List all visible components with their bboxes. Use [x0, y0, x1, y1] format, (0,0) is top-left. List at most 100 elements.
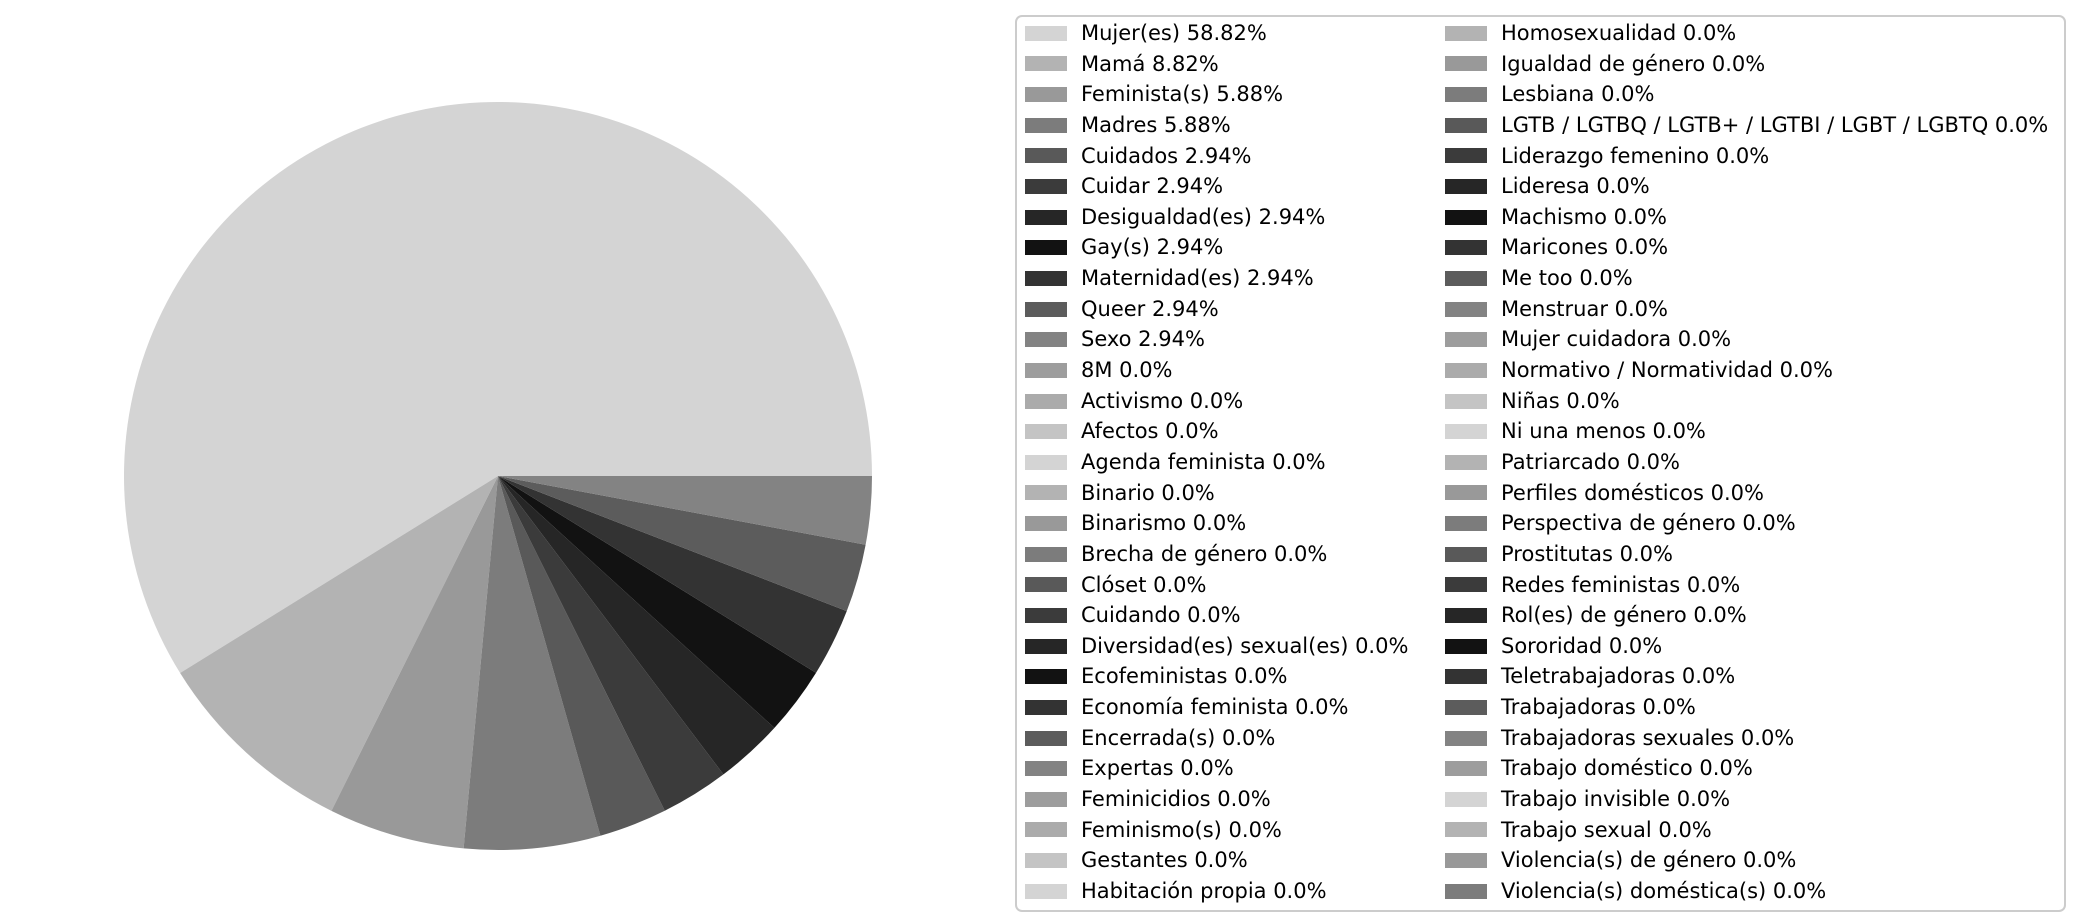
- pie-wedge: [498, 476, 665, 836]
- legend-swatch: [1025, 424, 1067, 440]
- legend-label: Machismo 0.0%: [1501, 204, 1667, 229]
- legend-label: Brecha de género 0.0%: [1081, 541, 1328, 566]
- legend-item: Igualdad de género 0.0%: [1445, 49, 2048, 80]
- pie-wedge: [498, 476, 866, 612]
- pie-wedge: [498, 476, 775, 775]
- legend-swatch: [1025, 25, 1067, 41]
- legend-swatch: [1445, 546, 1487, 562]
- legend-swatch: [1445, 485, 1487, 501]
- legend-item: Binarismo 0.0%: [1025, 508, 1408, 539]
- legend-item: Normativo / Normatividad 0.0%: [1445, 355, 2048, 386]
- legend-item: Habitación propia 0.0%: [1025, 876, 1408, 907]
- legend-swatch: [1445, 270, 1487, 286]
- legend-label: Trabajadoras 0.0%: [1501, 695, 1696, 720]
- legend-swatch: [1025, 56, 1067, 72]
- legend-label: Homosexualidad 0.0%: [1501, 21, 1737, 45]
- legend-item: Ecofeministas 0.0%: [1025, 661, 1408, 692]
- legend-label: Lesbiana 0.0%: [1501, 82, 1655, 107]
- legend-label: Mujer(es) 58.82%: [1081, 21, 1267, 45]
- legend-swatch: [1445, 56, 1487, 72]
- legend-label: Patriarcado 0.0%: [1501, 449, 1680, 474]
- legend-label: Afectos 0.0%: [1081, 419, 1219, 444]
- legend-item: Activismo 0.0%: [1025, 386, 1408, 417]
- legend-swatch: [1445, 577, 1487, 593]
- legend-swatch: [1445, 699, 1487, 715]
- legend-item: Cuidando 0.0%: [1025, 600, 1408, 631]
- legend-swatch: [1025, 117, 1067, 133]
- legend-label: Diversidad(es) sexual(es) 0.0%: [1081, 633, 1409, 658]
- legend-label: LGTB / LGTBQ / LGTB+ / LGTBI / LGBT / LG…: [1501, 112, 2049, 137]
- legend-label: Normativo / Normatividad 0.0%: [1501, 358, 1833, 383]
- legend-swatch: [1025, 362, 1067, 378]
- legend-swatch: [1445, 516, 1487, 532]
- legend-label: Feminicidios 0.0%: [1081, 787, 1271, 812]
- legend: Mujer(es) 58.82% Mamá 8.82% Feminista(s) 5…: [1015, 15, 2066, 912]
- legend-item: Madres 5.88%: [1025, 110, 1408, 141]
- legend-item: Machismo 0.0%: [1445, 202, 2048, 233]
- legend-item: Trabajo invisible 0.0%: [1445, 784, 2048, 815]
- legend-swatch: [1025, 209, 1067, 225]
- legend-label: Cuidados 2.94%: [1081, 143, 1252, 168]
- legend-label: Activismo 0.0%: [1081, 388, 1244, 413]
- legend-label: Desigualdad(es) 2.94%: [1081, 204, 1326, 229]
- legend-label: Cuidando 0.0%: [1081, 603, 1241, 628]
- legend-swatch: [1025, 638, 1067, 654]
- legend-item: Sororidad 0.0%: [1445, 631, 2048, 662]
- legend-item: Liderazgo femenino 0.0%: [1445, 141, 2048, 172]
- legend-swatch: [1445, 209, 1487, 225]
- legend-label: Trabajadoras sexuales 0.0%: [1501, 725, 1795, 750]
- legend-item: Trabajadoras sexuales 0.0%: [1445, 723, 2048, 754]
- legend-swatch: [1445, 424, 1487, 440]
- legend-swatch: [1025, 577, 1067, 593]
- legend-item: Teletrabajadoras 0.0%: [1445, 661, 2048, 692]
- legend-swatch: [1445, 148, 1487, 164]
- legend-label: Violencia(s) de género 0.0%: [1501, 848, 1797, 873]
- legend-label: Igualdad de género 0.0%: [1501, 51, 1766, 76]
- legend-swatch: [1025, 546, 1067, 562]
- legend-item: Brecha de género 0.0%: [1025, 539, 1408, 570]
- legend-item: Afectos 0.0%: [1025, 416, 1408, 447]
- legend-item: Trabajadoras 0.0%: [1445, 692, 2048, 723]
- legend-item: Prostitutas 0.0%: [1445, 539, 2048, 570]
- legend-label: Mujer cuidadora 0.0%: [1501, 327, 1732, 352]
- legend-swatch: [1025, 148, 1067, 164]
- legend-label: 8M 0.0%: [1081, 358, 1173, 383]
- legend-swatch: [1025, 853, 1067, 869]
- legend-label: Encerrada(s) 0.0%: [1081, 725, 1276, 750]
- legend-swatch: [1445, 761, 1487, 777]
- legend-swatch: [1025, 791, 1067, 807]
- legend-item: Redes feministas 0.0%: [1445, 570, 2048, 601]
- legend-swatch: [1025, 454, 1067, 470]
- legend-label: Expertas 0.0%: [1081, 756, 1234, 781]
- legend-label: Gestantes 0.0%: [1081, 848, 1248, 873]
- legend-label: Mamá 8.82%: [1081, 51, 1219, 76]
- legend-swatch: [1025, 607, 1067, 623]
- legend-item: Mamá 8.82%: [1025, 49, 1408, 80]
- legend-label: Clóset 0.0%: [1081, 572, 1207, 597]
- pie-wedge: [498, 476, 816, 728]
- legend-label: Habitación propia 0.0%: [1081, 878, 1327, 903]
- legend-swatch: [1025, 761, 1067, 777]
- legend-item: Rol(es) de género 0.0%: [1445, 600, 2048, 631]
- legend-swatch: [1445, 730, 1487, 746]
- legend-item: Cuidados 2.94%: [1025, 141, 1408, 172]
- legend-item: Lideresa 0.0%: [1445, 171, 2048, 202]
- legend-label: Trabajo sexual 0.0%: [1501, 817, 1712, 842]
- legend-label: Lideresa 0.0%: [1501, 174, 1650, 199]
- legend-label: Binarismo 0.0%: [1081, 511, 1247, 536]
- legend-swatch: [1445, 791, 1487, 807]
- legend-label: Trabajo doméstico 0.0%: [1501, 756, 1753, 781]
- pie-wedge: [498, 476, 724, 811]
- legend-swatch: [1025, 301, 1067, 317]
- legend-label: Agenda feminista 0.0%: [1081, 449, 1326, 474]
- legend-label: Violencia(s) doméstica(s) 0.0%: [1501, 878, 1827, 903]
- legend-item: LGTB / LGTBQ / LGTB+ / LGTBI / LGBT / LG…: [1445, 110, 2048, 141]
- legend-item: Gestantes 0.0%: [1025, 845, 1408, 876]
- legend-item: Niñas 0.0%: [1445, 386, 2048, 417]
- legend-label: Niñas 0.0%: [1501, 388, 1620, 413]
- legend-swatch: [1025, 179, 1067, 195]
- legend-swatch: [1025, 822, 1067, 838]
- legend-item: Feminicidios 0.0%: [1025, 784, 1408, 815]
- pie-wedge: [498, 476, 872, 545]
